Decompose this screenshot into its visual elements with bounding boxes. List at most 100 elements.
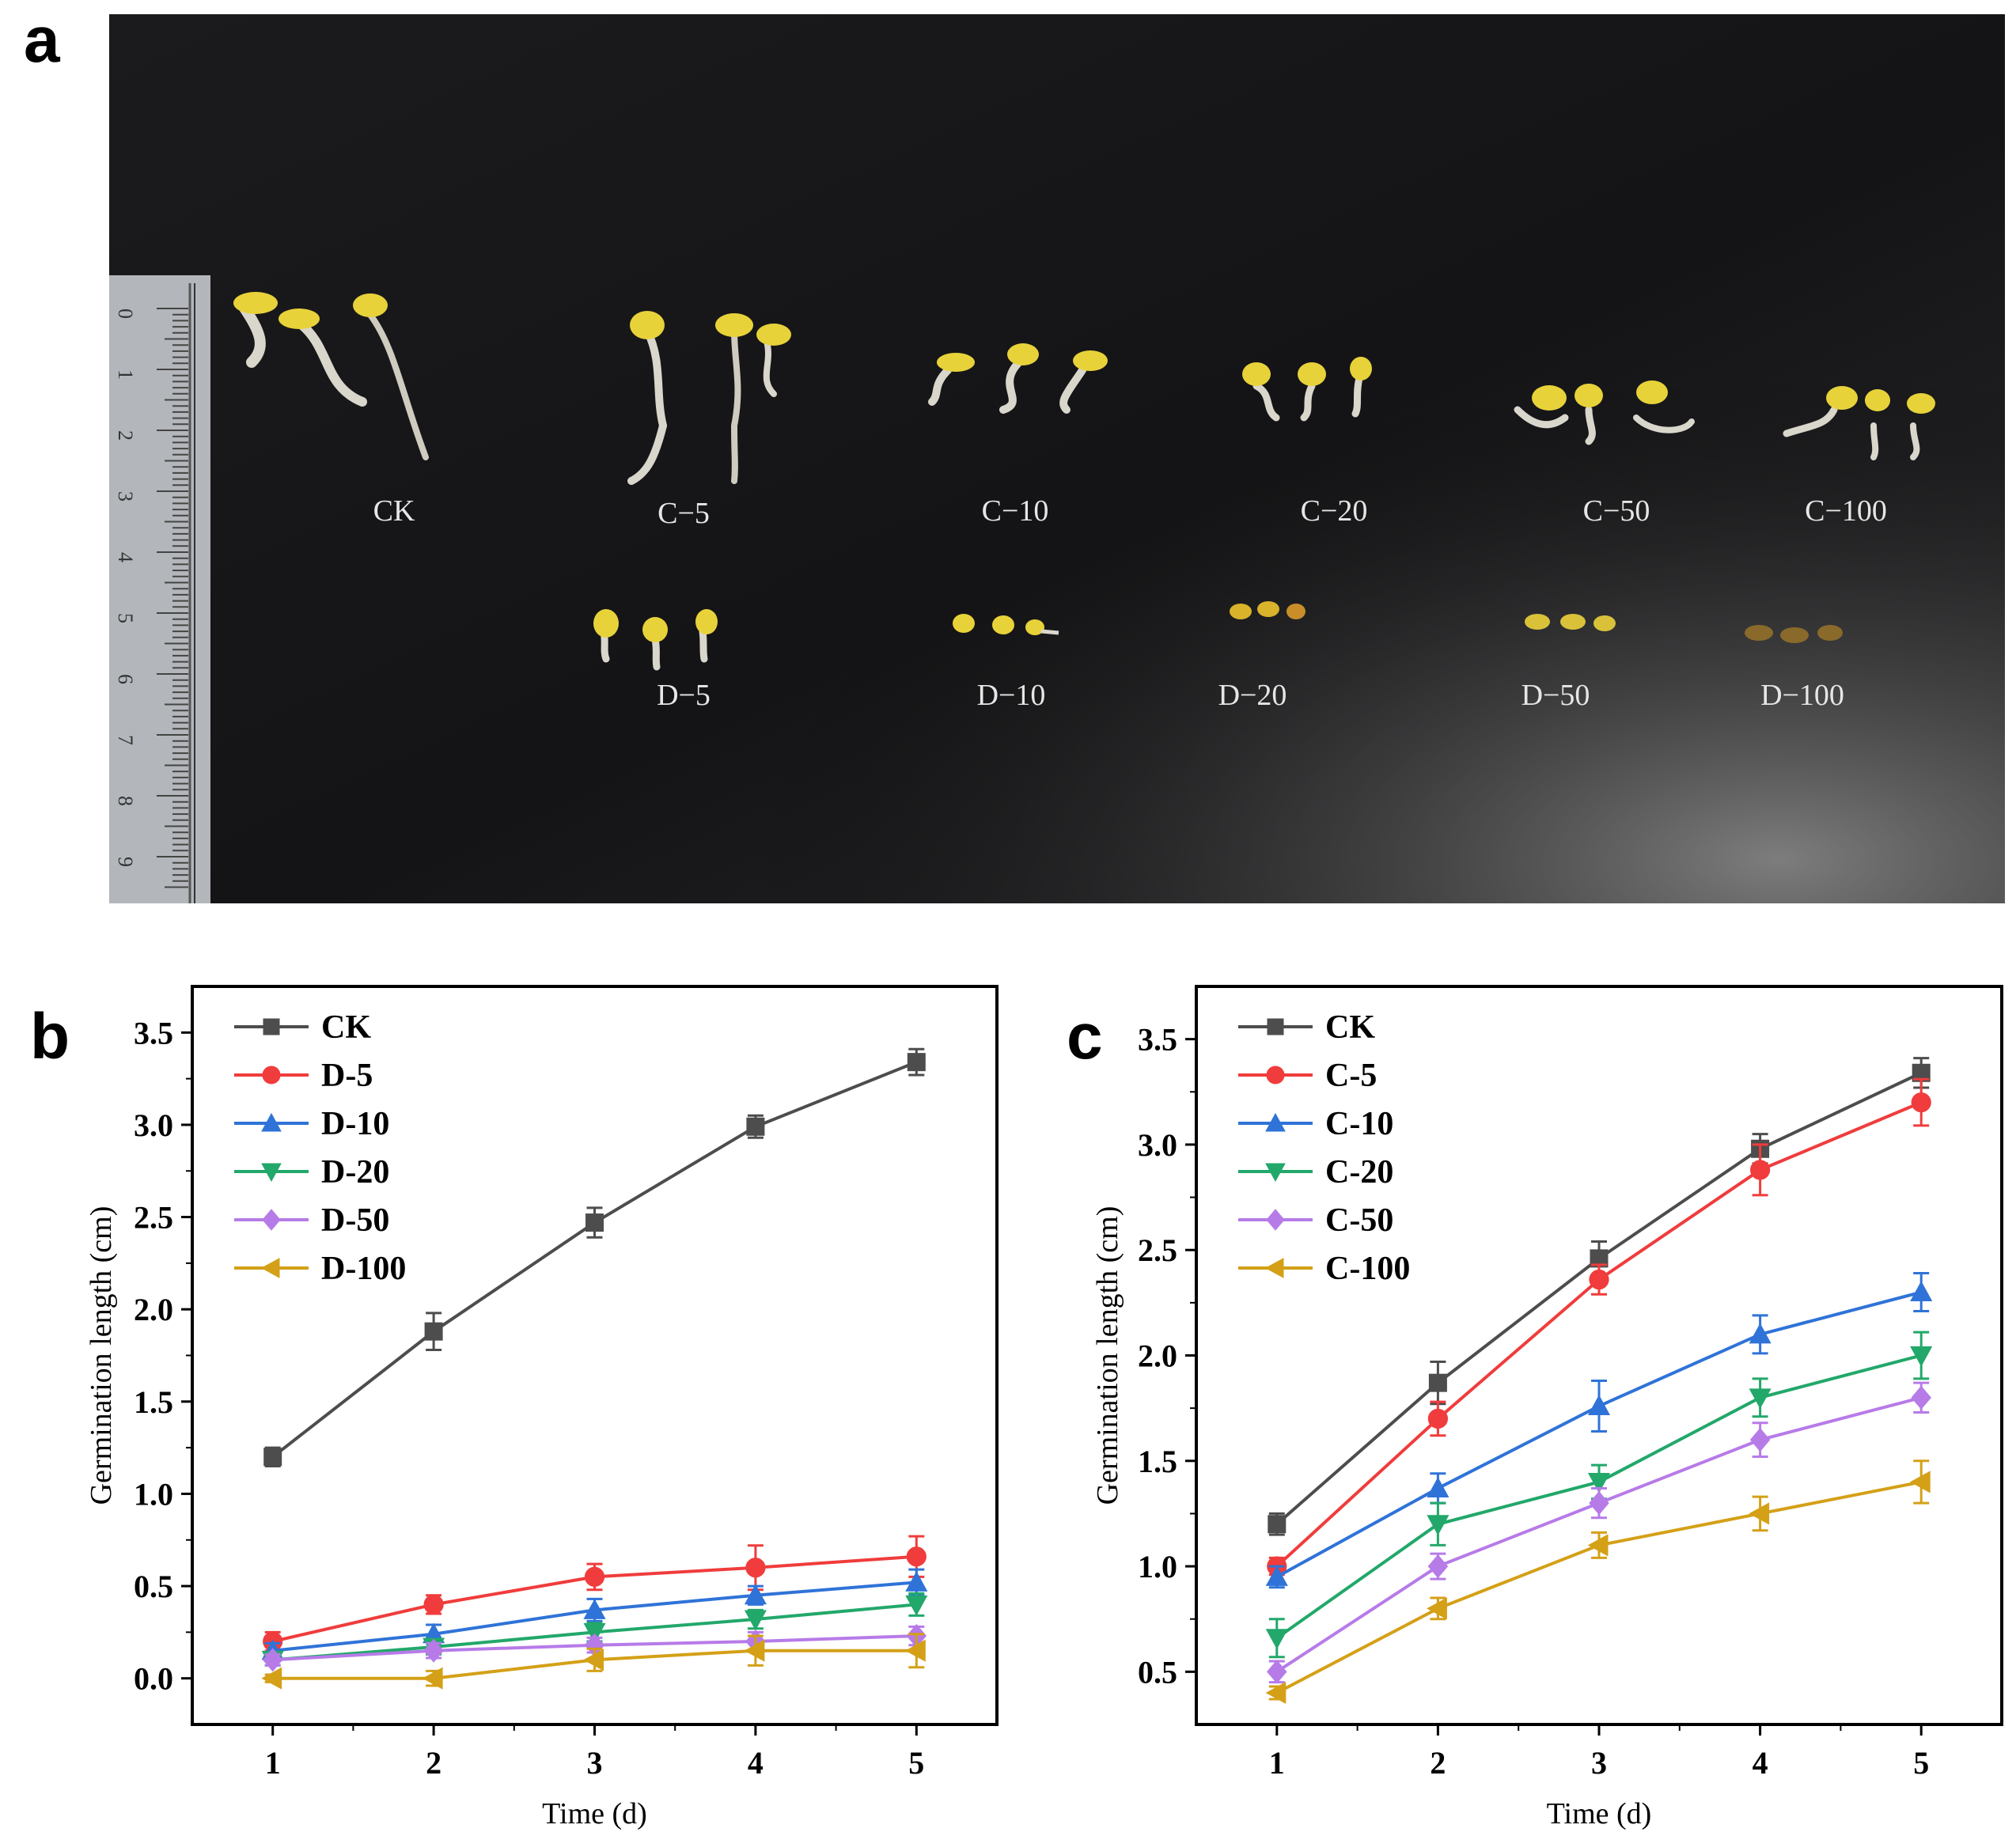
label-ck: CK (373, 494, 415, 528)
data-point (1427, 1477, 1449, 1497)
data-point (1427, 1408, 1448, 1429)
light-glare (109, 14, 2005, 903)
series-ck (263, 1047, 926, 1467)
data-point (423, 1594, 444, 1615)
seedlings-ck (233, 292, 429, 460)
legend-marker (261, 1112, 282, 1132)
legend-label: D-100 (321, 1251, 406, 1287)
data-point (263, 1448, 282, 1467)
data-point (583, 1599, 606, 1619)
legend-item: C-5 (1238, 1058, 1377, 1094)
data-point (1265, 1565, 1288, 1586)
legend-marker (1265, 1112, 1286, 1132)
data-point (584, 1566, 605, 1588)
seedlings-d10 (953, 614, 1059, 635)
data-point (1265, 1629, 1288, 1649)
seedling-photo: 0 1 2 3 4 5 6 7 8 9 (109, 14, 2005, 903)
panel-c-label: c (1067, 1001, 1103, 1073)
y-tick-label: 1.0 (134, 1476, 173, 1512)
x-tick-label: 3 (587, 1745, 603, 1781)
label-c100: C−100 (1805, 494, 1887, 528)
x-tick-label: 2 (1430, 1745, 1446, 1781)
data-point (1268, 1515, 1287, 1534)
panel-a-label: a (24, 4, 60, 76)
data-point (1911, 1092, 1931, 1113)
panel-b-label: b (30, 1001, 70, 1073)
legend-item: C-100 (1238, 1251, 1410, 1287)
data-point (1911, 1385, 1931, 1410)
x-tick-label: 2 (426, 1745, 441, 1781)
series-c-5 (1267, 1077, 1931, 1577)
data-point (1749, 1323, 1772, 1344)
data-point (1428, 1373, 1447, 1392)
seedlings-d100 (1745, 625, 1843, 643)
legend-label: D-50 (321, 1202, 389, 1239)
data-point (424, 1322, 443, 1341)
data-point (1265, 1681, 1287, 1705)
series-c-50 (1267, 1381, 1931, 1684)
legend-label: C-10 (1325, 1106, 1393, 1142)
y-tick-label: 0.5 (1138, 1654, 1177, 1690)
label-d5: D−5 (657, 679, 711, 712)
series-c-20 (1265, 1331, 1933, 1659)
data-point (1910, 1281, 1933, 1302)
ruler-number: 0 (114, 309, 137, 319)
label-d100: D−100 (1760, 679, 1844, 712)
y-tick-label: 2.5 (1138, 1232, 1177, 1268)
legend-label: CK (1325, 1009, 1375, 1046)
data-point (1749, 1388, 1772, 1410)
seedlings-c5 (627, 311, 791, 485)
data-point (905, 1639, 926, 1662)
data-point (583, 1649, 604, 1671)
data-point (1750, 1160, 1771, 1180)
ruler: 0 1 2 3 4 5 6 7 8 9 (109, 275, 210, 903)
x-tick-label: 3 (1591, 1745, 1607, 1781)
series-d-100 (261, 1633, 926, 1690)
label-c10: C−10 (982, 494, 1049, 528)
data-point (745, 1558, 766, 1578)
legend-label: CK (321, 1009, 371, 1046)
legend-label: C-20 (1325, 1154, 1393, 1191)
seedlings-c10 (928, 343, 1108, 414)
legend-item: CK (1238, 1009, 1375, 1046)
data-point (744, 1610, 767, 1631)
seedlings-d5 (593, 609, 718, 671)
y-tick-label: 3.5 (134, 1015, 173, 1050)
label-c50: C−50 (1583, 494, 1650, 528)
data-point (1910, 1346, 1933, 1367)
y-tick-label: 1.5 (1138, 1444, 1177, 1479)
ruler-number: 1 (114, 369, 137, 380)
series-c-100 (1265, 1459, 1931, 1705)
ruler-number: 5 (114, 613, 137, 623)
plot-frame (1195, 985, 2003, 1726)
x-tick-label: 5 (1913, 1745, 1929, 1781)
legend-label: D-10 (321, 1106, 389, 1142)
y-axis-label: Germination length (cm) (87, 1206, 118, 1505)
data-point (583, 1622, 606, 1644)
legend-item: D-100 (234, 1251, 406, 1287)
data-point (1587, 1472, 1611, 1493)
y-tick-label: 3.0 (134, 1107, 173, 1143)
y-tick-label: 1.5 (134, 1384, 173, 1420)
legend-item: D-10 (234, 1106, 389, 1142)
series-d-5 (263, 1535, 927, 1652)
seedlings (233, 292, 1935, 671)
y-tick-label: 2.0 (134, 1292, 173, 1327)
data-point (906, 1546, 927, 1567)
x-tick-label: 4 (748, 1745, 764, 1781)
data-point (905, 1595, 928, 1616)
data-point (262, 1648, 283, 1672)
legend-label: C-100 (1325, 1251, 1410, 1287)
y-tick-label: 3.5 (1138, 1022, 1177, 1058)
data-point (1587, 1534, 1609, 1557)
legend-item: D-50 (234, 1202, 389, 1239)
legend: CK C-5 C-10 C-20 C-50 C-100 (1238, 1009, 1410, 1287)
data-point (423, 1638, 444, 1663)
y-tick-label: 0.0 (134, 1661, 173, 1697)
y-axis-label: Germination length (cm) (1091, 1206, 1124, 1505)
legend-marker (1267, 1018, 1284, 1035)
chart-c: 0.5 1.0 1.5 2.0 2.5 3.0 3.5 1 2 3 4 5 Time (d) Germin… (1091, 985, 2003, 1830)
ruler-number: 3 (114, 491, 137, 502)
data-point (1267, 1660, 1287, 1684)
seedlings-c50 (1514, 380, 1695, 445)
